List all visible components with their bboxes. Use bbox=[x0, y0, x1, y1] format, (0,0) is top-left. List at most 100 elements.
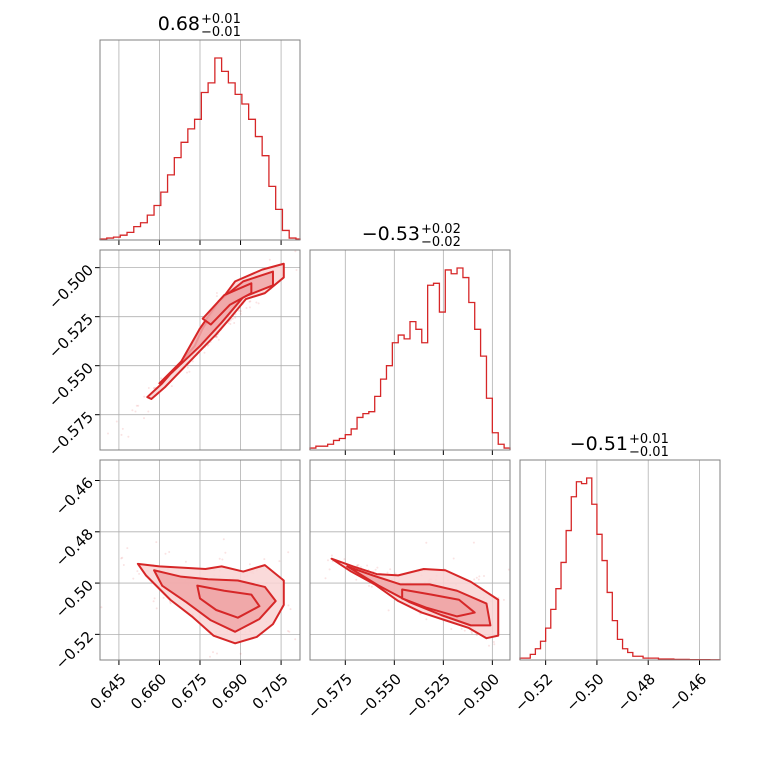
x-tick-labels-param-1: −0.575−0.550−0.525−0.500 bbox=[304, 670, 503, 722]
sample-point bbox=[472, 541, 475, 544]
sample-point bbox=[488, 644, 490, 647]
sample-point bbox=[450, 628, 453, 630]
sample-point bbox=[239, 312, 242, 315]
sample-point bbox=[288, 630, 291, 633]
sample-point bbox=[169, 602, 172, 605]
y-tick-label: −0.525 bbox=[45, 310, 97, 362]
title-param-1-value: −0.53 bbox=[362, 223, 420, 245]
x-tick-label: −0.575 bbox=[304, 670, 356, 722]
sample-point bbox=[255, 301, 258, 304]
sample-point bbox=[191, 360, 194, 363]
sample-point bbox=[452, 557, 455, 560]
histogram-step-line bbox=[519, 477, 721, 661]
scatter-param-0-vs-2-panel bbox=[95, 459, 301, 665]
sample-point bbox=[100, 606, 103, 609]
title-param-2-value: −0.51 bbox=[570, 433, 628, 455]
sample-point bbox=[475, 634, 478, 637]
sample-point bbox=[186, 366, 189, 369]
sample-point bbox=[502, 598, 505, 601]
sample-point bbox=[324, 577, 327, 580]
sample-point bbox=[327, 559, 329, 562]
x-tick-label: −0.50 bbox=[562, 670, 607, 715]
sample-point bbox=[126, 547, 129, 550]
y-tick-label: −0.550 bbox=[45, 359, 97, 411]
sample-point bbox=[477, 578, 480, 581]
sample-point bbox=[203, 351, 206, 354]
sample-point bbox=[207, 343, 210, 346]
sample-point bbox=[355, 578, 358, 581]
sample-point bbox=[229, 323, 232, 325]
sample-point bbox=[134, 410, 137, 413]
sample-point bbox=[138, 572, 141, 575]
sample-point bbox=[370, 585, 373, 588]
sample-point bbox=[164, 552, 167, 555]
panel-frame bbox=[99, 249, 301, 451]
sample-point bbox=[131, 409, 134, 412]
sample-point bbox=[478, 575, 481, 578]
title-param-0-value: 0.68 bbox=[158, 13, 200, 35]
title-param-2-minus: −0.01 bbox=[629, 445, 669, 460]
sample-point bbox=[295, 269, 298, 271]
sample-point bbox=[215, 292, 218, 294]
y-tick-label: −0.500 bbox=[45, 261, 97, 313]
x-tick-label: −0.48 bbox=[614, 670, 659, 715]
sample-point bbox=[215, 295, 218, 298]
y-tick-label: −0.575 bbox=[45, 408, 97, 460]
sample-point bbox=[389, 568, 392, 571]
x-tick-labels-param-2: −0.52 −0.50 −0.48 −0.46 bbox=[511, 670, 710, 715]
sample-point bbox=[328, 568, 331, 571]
sample-point bbox=[239, 652, 242, 655]
sample-point bbox=[248, 300, 251, 303]
sample-point bbox=[473, 578, 476, 581]
sample-point bbox=[374, 568, 377, 571]
hist-param-0-panel bbox=[99, 39, 301, 245]
sample-point bbox=[120, 433, 123, 436]
sample-point bbox=[155, 541, 158, 544]
sample-point bbox=[294, 250, 297, 253]
x-tick-label: 0.675 bbox=[168, 670, 211, 713]
sample-point bbox=[215, 335, 218, 338]
sample-point bbox=[425, 618, 428, 621]
sample-point bbox=[263, 558, 266, 561]
y-tick-label: −0.46 bbox=[52, 474, 97, 519]
sample-point bbox=[394, 572, 397, 575]
histogram-step-line bbox=[309, 267, 511, 450]
sample-point bbox=[425, 541, 428, 544]
sample-point bbox=[212, 651, 214, 654]
sample-point bbox=[287, 630, 289, 632]
sample-point bbox=[248, 306, 251, 309]
histogram-step-line bbox=[99, 57, 301, 240]
sample-point bbox=[137, 404, 140, 407]
sample-point bbox=[357, 563, 360, 566]
y-tick-labels-param-1: −0.575−0.550−0.525−0.500 bbox=[45, 261, 97, 460]
sample-point bbox=[143, 417, 145, 420]
sample-point bbox=[120, 557, 123, 560]
sample-point bbox=[170, 385, 173, 388]
contour-inner bbox=[401, 588, 476, 618]
title-param-1-plus: +0.02 bbox=[421, 222, 461, 237]
title-param-0-plus: +0.01 bbox=[201, 12, 241, 27]
sample-point bbox=[249, 300, 252, 303]
sample-point bbox=[475, 576, 478, 579]
sample-point bbox=[168, 551, 171, 553]
sample-point bbox=[366, 564, 369, 567]
sample-point bbox=[294, 638, 297, 641]
hist-param-2-panel bbox=[519, 459, 721, 665]
sample-point bbox=[238, 309, 240, 312]
sample-point bbox=[222, 538, 225, 541]
sample-point bbox=[245, 307, 248, 309]
x-tick-label: 0.645 bbox=[87, 670, 130, 713]
x-tick-label: −0.525 bbox=[402, 670, 454, 722]
sample-point bbox=[147, 410, 150, 413]
sample-point bbox=[136, 570, 139, 573]
sample-point bbox=[224, 551, 227, 554]
sample-point bbox=[234, 316, 237, 319]
sample-point bbox=[368, 584, 370, 587]
title-param-1-minus: −0.02 bbox=[421, 235, 461, 250]
x-tick-label: −0.52 bbox=[511, 670, 556, 715]
sample-point bbox=[278, 560, 281, 563]
sample-point bbox=[360, 566, 362, 569]
sample-point bbox=[330, 554, 333, 557]
sample-point bbox=[227, 322, 230, 324]
